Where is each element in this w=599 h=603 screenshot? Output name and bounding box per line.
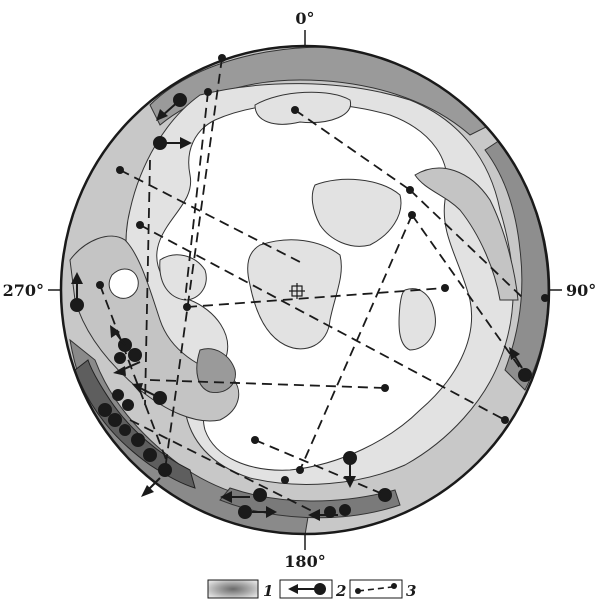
- label-north: 0°: [295, 9, 314, 28]
- endpoint-dot: [408, 211, 416, 219]
- large-dot: [113, 390, 123, 400]
- legend-small-dot-left: [355, 588, 361, 594]
- legend: 1 2 3: [208, 580, 416, 600]
- large-dot: [132, 434, 144, 446]
- legend-swatch-contour: [208, 580, 258, 598]
- endpoint-dot: [218, 54, 226, 62]
- large-dot: [239, 506, 251, 518]
- endpoint-dot: [116, 166, 124, 174]
- legend-large-dot: [314, 583, 326, 595]
- large-dot: [123, 400, 133, 410]
- legend-label-2: 2: [335, 582, 346, 600]
- endpoint-dot: [406, 186, 414, 194]
- large-dot: [254, 489, 266, 501]
- legend-label-3: 3: [406, 582, 416, 600]
- legend-small-dot-right: [391, 583, 397, 589]
- endpoint-dot: [441, 284, 449, 292]
- large-dot: [159, 464, 171, 476]
- contour-white-west-pocket: [109, 269, 138, 298]
- endpoint-dot: [251, 436, 259, 444]
- endpoint-dot: [291, 106, 299, 114]
- large-dot: [379, 489, 391, 501]
- large-dot: [109, 414, 121, 426]
- endpoint-dot: [541, 294, 549, 302]
- large-dot: [115, 353, 125, 363]
- large-dot: [120, 425, 130, 435]
- large-dot: [519, 369, 531, 381]
- label-south: 180°: [284, 552, 325, 571]
- endpoint-dot: [204, 88, 212, 96]
- endpoint-dot: [136, 221, 144, 229]
- endpoint-dot: [183, 303, 191, 311]
- label-west: 270°: [3, 281, 44, 300]
- large-dot: [144, 449, 156, 461]
- endpoint-dot: [296, 466, 304, 474]
- legend-item-2: 2: [280, 580, 346, 600]
- large-dot: [340, 505, 350, 515]
- legend-item-3: 3: [350, 580, 416, 600]
- endpoint-dot: [281, 476, 289, 484]
- endpoint-dot: [501, 416, 509, 424]
- legend-item-1: 1: [208, 580, 273, 600]
- large-dot: [99, 404, 111, 416]
- legend-label-1: 1: [263, 582, 273, 600]
- label-east: 90°: [566, 281, 596, 300]
- large-dot: [129, 349, 141, 361]
- endpoint-dot: [96, 281, 104, 289]
- endpoint-dot: [381, 384, 389, 392]
